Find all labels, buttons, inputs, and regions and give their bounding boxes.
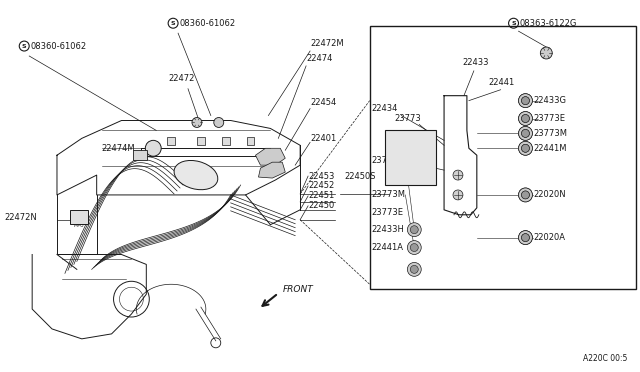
- Text: 23773M: 23773M: [372, 190, 406, 199]
- Text: 08360-61062: 08360-61062: [30, 42, 86, 51]
- Bar: [385, 131, 436, 185]
- Text: 22433: 22433: [462, 58, 488, 67]
- Text: 22474M: 22474M: [102, 144, 135, 153]
- Circle shape: [522, 144, 529, 152]
- Circle shape: [522, 97, 529, 105]
- Text: 22452: 22452: [308, 182, 334, 190]
- Bar: [370, 26, 636, 289]
- Text: S: S: [511, 21, 516, 26]
- Text: 22441: 22441: [489, 78, 515, 87]
- Circle shape: [410, 226, 419, 234]
- Text: 22472N: 22472N: [4, 213, 37, 222]
- Text: 22453: 22453: [308, 171, 335, 180]
- Text: S: S: [22, 44, 26, 49]
- Text: 22020N: 22020N: [533, 190, 566, 199]
- Bar: [197, 137, 205, 145]
- Text: 23773E: 23773E: [533, 114, 565, 123]
- Text: 22401: 22401: [310, 134, 337, 143]
- Text: 22450S: 22450S: [345, 171, 376, 180]
- Circle shape: [518, 112, 532, 125]
- Text: FRONT: FRONT: [282, 285, 313, 294]
- Polygon shape: [255, 148, 285, 165]
- Circle shape: [410, 244, 419, 251]
- Bar: [133, 150, 147, 160]
- Circle shape: [145, 140, 161, 156]
- Bar: [246, 137, 255, 145]
- Text: 22433H: 22433H: [372, 225, 404, 234]
- Circle shape: [518, 126, 532, 140]
- Text: 22474: 22474: [306, 54, 332, 64]
- Circle shape: [522, 97, 529, 105]
- Text: 23773: 23773: [394, 114, 421, 123]
- Circle shape: [540, 47, 552, 59]
- Text: 23773: 23773: [372, 156, 398, 165]
- Circle shape: [410, 265, 419, 273]
- Circle shape: [518, 231, 532, 244]
- Circle shape: [192, 118, 202, 128]
- Circle shape: [522, 234, 529, 241]
- Circle shape: [522, 144, 529, 152]
- Circle shape: [518, 94, 532, 108]
- Circle shape: [522, 191, 529, 199]
- Text: 22451: 22451: [308, 192, 334, 201]
- Text: 22472M: 22472M: [310, 39, 344, 48]
- Circle shape: [518, 231, 532, 244]
- Text: 22472: 22472: [168, 74, 195, 83]
- Circle shape: [518, 188, 532, 202]
- Text: 22454: 22454: [310, 98, 337, 107]
- Text: 22441A: 22441A: [372, 243, 404, 252]
- Bar: [167, 137, 175, 145]
- Text: 08363-6122G: 08363-6122G: [520, 19, 577, 28]
- Text: 22433G: 22433G: [533, 96, 566, 105]
- Circle shape: [407, 241, 421, 254]
- Circle shape: [522, 115, 529, 122]
- Text: 22441M: 22441M: [533, 144, 567, 153]
- Text: ECU
MPU: ECU MPU: [74, 217, 84, 228]
- Circle shape: [522, 129, 529, 137]
- Text: 22450: 22450: [308, 201, 334, 210]
- Circle shape: [453, 190, 463, 200]
- Circle shape: [518, 112, 532, 125]
- Text: 23773E: 23773E: [372, 208, 404, 217]
- Circle shape: [518, 126, 532, 140]
- Circle shape: [522, 191, 529, 199]
- Text: S: S: [171, 21, 175, 26]
- Circle shape: [518, 188, 532, 202]
- Circle shape: [522, 115, 529, 122]
- Bar: [221, 137, 230, 145]
- Text: 22020A: 22020A: [533, 233, 565, 242]
- Polygon shape: [259, 162, 285, 178]
- Circle shape: [522, 234, 529, 241]
- Circle shape: [518, 141, 532, 155]
- Circle shape: [518, 141, 532, 155]
- Circle shape: [518, 94, 532, 108]
- Circle shape: [407, 262, 421, 276]
- Circle shape: [407, 223, 421, 237]
- Circle shape: [214, 118, 224, 128]
- Text: 08360-61062: 08360-61062: [179, 19, 235, 28]
- Ellipse shape: [174, 160, 218, 190]
- Text: 23773M: 23773M: [533, 129, 568, 138]
- Text: A220C 00:5: A220C 00:5: [583, 354, 628, 363]
- Bar: [70, 210, 88, 224]
- Text: 22434: 22434: [372, 104, 398, 113]
- Circle shape: [522, 129, 529, 137]
- Circle shape: [453, 170, 463, 180]
